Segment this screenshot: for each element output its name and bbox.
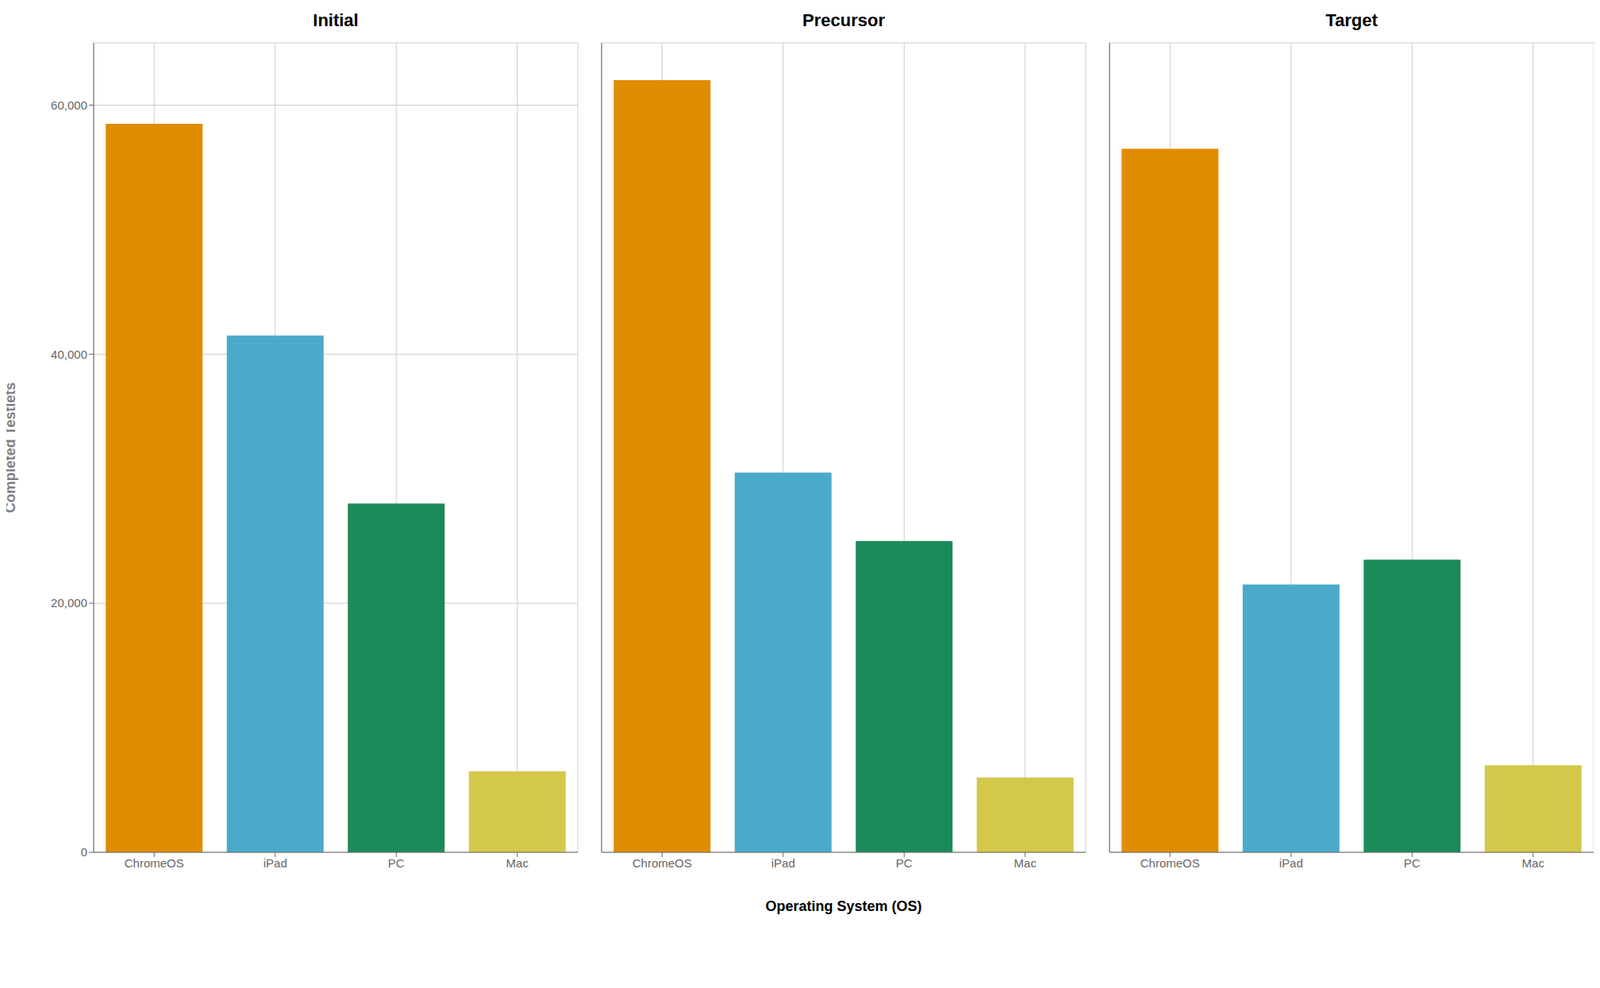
svg-text:PC: PC [896,856,913,870]
svg-text:ChromeOS: ChromeOS [632,856,693,870]
svg-text:ChromeOS: ChromeOS [1140,856,1200,870]
svg-text:iPad: iPad [263,856,288,870]
svg-text:40,000: 40,000 [50,347,88,362]
svg-text:Mac: Mac [1014,856,1038,870]
svg-text:PC: PC [1403,856,1421,870]
svg-text:Completed Testlets: Completed Testlets [6,382,19,514]
svg-text:60,000: 60,000 [50,98,88,112]
html-text:Operating System (OS): Operating System (OS) [765,898,922,915]
svg-text:20,000: 20,000 [50,596,88,610]
svg-text:ChromeOS: ChromeOS [124,856,185,870]
svg-text:Mac: Mac [1522,856,1546,870]
svg-text:Mac: Mac [506,856,530,870]
svg-text:0: 0 [80,845,88,859]
html-text:Target: Target [1325,10,1378,31]
html-text:Initial: Initial [312,10,359,31]
svg-text:iPad: iPad [1279,856,1304,870]
html-text:Precursor: Precursor [802,10,885,31]
svg-text:PC: PC [388,856,405,870]
svg-text:iPad: iPad [771,856,796,870]
